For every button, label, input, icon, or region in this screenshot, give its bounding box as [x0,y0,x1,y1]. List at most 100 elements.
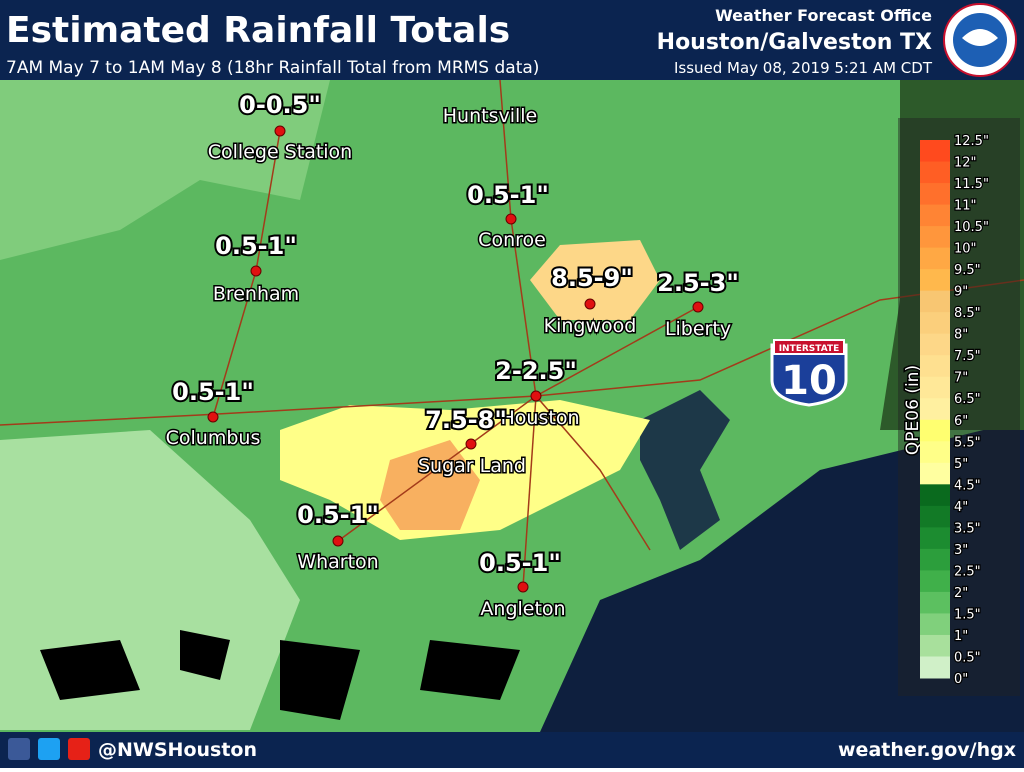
legend-swatch [920,505,950,528]
legend-label: 4" [954,500,968,515]
legend-title: QPE06 (in) [903,365,923,455]
legend-label: 0" [954,672,968,687]
legend-label: 1.5" [954,607,981,622]
legend-swatch [920,269,950,292]
city-dot [584,298,596,310]
city-dot [250,265,262,277]
rain-amount: 8.5-9" [551,264,633,292]
legend-swatch [920,634,950,657]
rain-amount: 2-2.5" [495,357,577,385]
city-name: Kingwood [544,315,637,337]
legend-swatch [920,527,950,550]
subtitle: 7AM May 7 to 1AM May 8 (18hr Rainfall To… [6,58,539,78]
legend-swatch [920,290,950,313]
city-name: Houston [501,407,580,429]
legend-swatch [920,183,950,206]
legend-swatch [920,355,950,378]
city-name: Columbus [166,427,261,449]
interstate-label: INTERSTATE [779,344,840,354]
no-data-area [40,630,520,720]
legend-label: 1" [954,629,968,644]
legend-label: 9" [954,285,968,300]
cities: 0-0.5" College Station Huntsville 0.5-1" Con… [164,89,741,622]
city-dot [517,581,529,593]
legend-label: 7.5" [954,349,981,364]
legend-label: 5" [954,457,968,472]
legend-swatch [920,398,950,421]
legend-swatch [920,419,950,442]
rain-amount: 0.5-1" [297,501,379,529]
city-dot [505,213,517,225]
legend-swatch [920,570,950,593]
legend-swatch [920,656,950,679]
legend-label: 0.5" [954,650,981,665]
footer-bar [0,732,1024,768]
legend-label: 12.5" [954,134,989,149]
rain-amount: 0.5-1" [467,181,549,209]
galveston-bay [640,390,730,550]
legend-swatch [920,484,950,507]
office: Weather Forecast Office [715,6,932,25]
header-bar [0,0,1024,80]
website: weather.gov/hgx [838,739,1016,761]
interstate-number: 10 [781,358,837,404]
city-dot [530,390,542,402]
legend-swatch [920,247,950,270]
city-dot [332,535,344,547]
legend-label: 6" [954,414,968,429]
legend-swatch [920,441,950,464]
city-dot [207,411,219,423]
rain-area [380,440,480,530]
city-name: Sugar Land [418,455,526,477]
legend-label: 9.5" [954,263,981,278]
rain-amount: 2.5-3" [657,269,739,297]
legend-swatch [920,548,950,571]
legend-swatch [920,312,950,335]
nws-logo [943,3,1017,77]
legend-label: 2" [954,586,968,601]
legend-label: 3" [954,543,968,558]
city-dot [465,438,477,450]
issued: Issued May 08, 2019 5:21 AM CDT [674,59,933,77]
legend-label: 8" [954,328,968,343]
city-dot [692,301,704,313]
legend-label: 2.5" [954,564,981,579]
interstate-shield: INTERSTATE 10 [770,339,848,407]
legend-swatch [920,462,950,485]
city-name: Angleton [480,598,565,620]
city-name: Conroe [478,229,546,251]
rain-area [530,240,660,320]
land-area [0,80,330,260]
rain-amount: 7.5-8" [425,406,507,434]
city-name: College Station [208,141,352,163]
rain-amount: 0.5-1" [479,549,561,577]
legend-swatch [920,613,950,636]
legend-swatch [920,376,950,399]
legend-label: 11" [954,199,977,214]
city-name: Huntsville [443,105,538,127]
title: Estimated Rainfall Totals [6,10,510,51]
legend-swatch [920,226,950,249]
legend-label: 12" [954,156,977,171]
legend-label: 4.5" [954,478,981,493]
legend-swatch [920,204,950,227]
legend-label: 3.5" [954,521,981,536]
legend-panel [898,118,1020,696]
legend-swatch [920,333,950,356]
legend-label: 7" [954,371,968,386]
gulf [540,420,1024,732]
legend-label: 10.5" [954,220,989,235]
rain-amount: 0.5-1" [172,378,254,406]
youtube-icon[interactable] [68,738,90,760]
social-handle: @NWSHouston [98,739,257,761]
legend-label: 6.5" [954,392,981,407]
legend-swatch [920,591,950,614]
city-name: Liberty [665,318,731,340]
rain-amount: 0.5-1" [215,232,297,260]
legend-label: 10" [954,242,977,257]
facebook-icon[interactable] [8,738,30,760]
city-name: Wharton [297,551,378,573]
land-area [880,80,1024,430]
twitter-icon[interactable] [38,738,60,760]
